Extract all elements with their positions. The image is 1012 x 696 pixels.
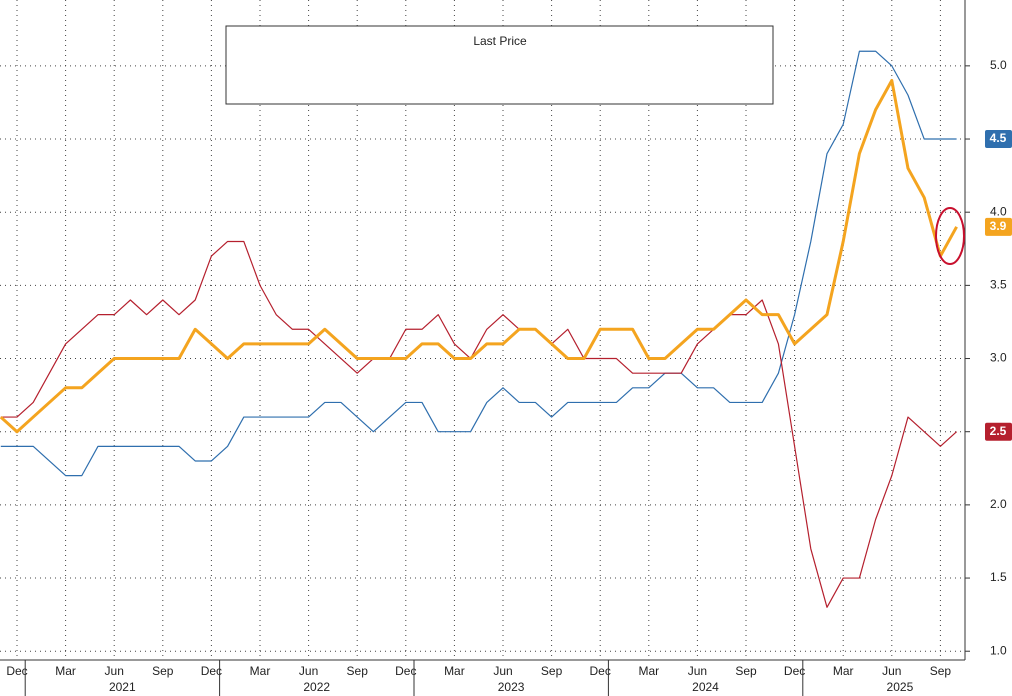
y-tick-label: 2.0	[990, 497, 1007, 511]
last-price-tag	[985, 130, 1012, 149]
x-tick-label: Sep	[347, 664, 369, 678]
year-label: 2021	[109, 680, 136, 694]
x-tick-label: Mar	[55, 664, 76, 678]
last-price-label: 3.9	[990, 219, 1007, 233]
legend-box	[225, 25, 774, 105]
x-tick-label: Mar	[638, 664, 659, 678]
x-tick-label: Mar	[444, 664, 465, 678]
series-line	[0, 50, 957, 477]
x-tick-label: Jun	[299, 664, 318, 678]
x-tick-label: Mar	[833, 664, 854, 678]
year-label: 2022	[303, 680, 330, 694]
x-tick-label: Jun	[493, 664, 512, 678]
x-tick-label: Mar	[250, 664, 271, 678]
y-tick-label: 3.0	[990, 351, 1007, 365]
x-tick-label: Jun	[882, 664, 901, 678]
x-tick-label: Dec	[395, 664, 416, 678]
year-label: 2023	[498, 680, 525, 694]
highlight-circle	[935, 207, 965, 265]
x-tick-label: Dec	[201, 664, 222, 678]
x-tick-label: Sep	[930, 664, 952, 678]
last-price-tag	[985, 422, 1012, 441]
x-tick-label: Sep	[735, 664, 757, 678]
y-tick-label: 3.5	[990, 278, 1007, 292]
series-line	[0, 78, 958, 434]
x-tick-label: Dec	[590, 664, 611, 678]
x-tick-label: Sep	[152, 664, 174, 678]
last-price-tag	[985, 217, 1012, 236]
x-tick-label: Jun	[688, 664, 707, 678]
x-tick-label: Dec	[6, 664, 27, 678]
legend-title: Last Price	[473, 34, 527, 48]
x-tick-label: Jun	[105, 664, 124, 678]
year-label: 2024	[692, 680, 719, 694]
y-tick-label: 1.0	[990, 643, 1007, 657]
year-label: 2025	[887, 680, 914, 694]
y-tick-label: 1.5	[990, 570, 1007, 584]
x-tick-label: Dec	[784, 664, 805, 678]
y-tick-label: 5.0	[990, 58, 1007, 72]
last-price-label: 4.5	[990, 131, 1007, 145]
y-tick-label: 4.0	[990, 204, 1007, 218]
x-tick-label: Sep	[541, 664, 563, 678]
series-line	[0, 240, 958, 608]
last-price-label: 2.5	[990, 424, 1007, 438]
